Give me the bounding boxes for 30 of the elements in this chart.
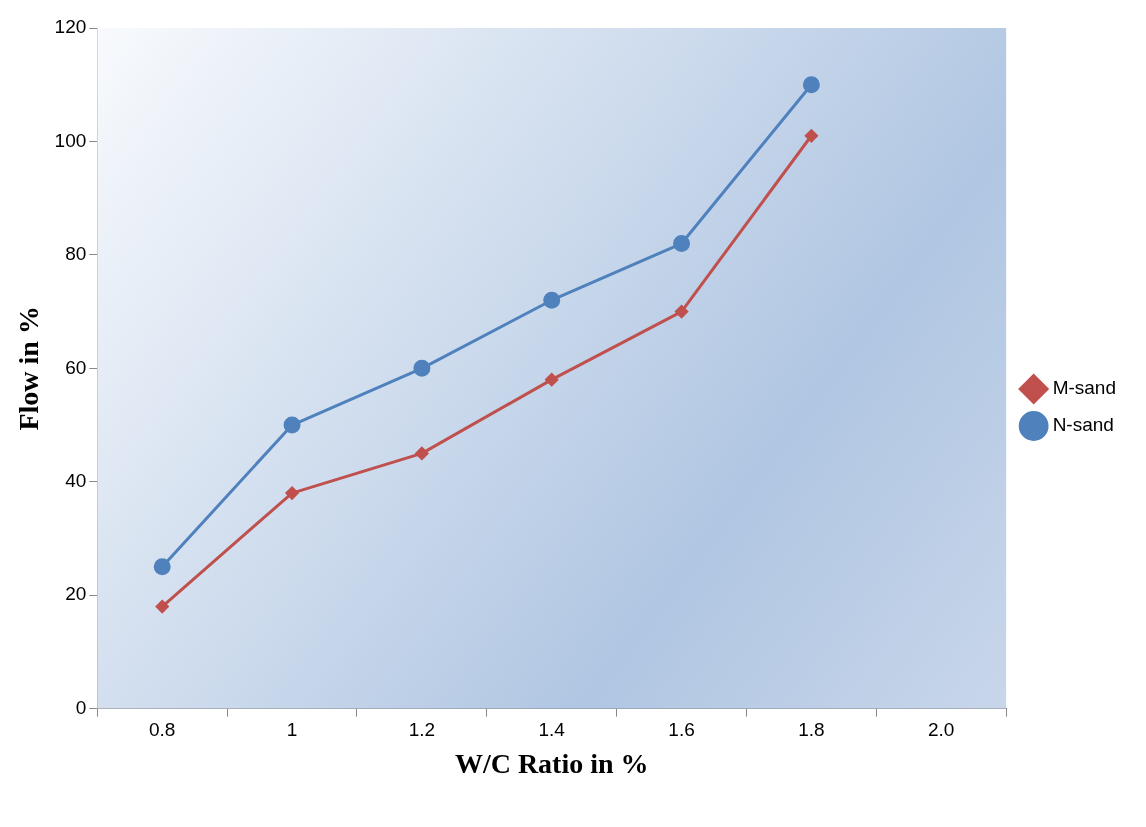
x-axis-title: W/C Ratio in % [454,748,649,780]
legend-label: M-sand [1052,377,1116,399]
y-tick-label: 60 [65,356,87,378]
y-tick-label: 100 [54,129,87,151]
point [673,235,691,253]
point [155,600,169,614]
y-axis-title: Flow in % [13,306,45,431]
point [545,373,559,387]
point [543,291,561,309]
point [283,416,301,434]
x-tick-label: 0.8 [149,719,176,741]
y-tick-label: 0 [75,696,87,718]
point [415,446,429,460]
point [675,305,689,319]
x-tick-label: 1.6 [668,719,695,741]
x-tick-label: 2.0 [928,719,955,741]
y-tick-label: 80 [65,243,87,265]
point [285,486,299,500]
y-tick-label: 20 [65,583,87,605]
x-tick-label: 1.2 [408,719,436,741]
y-tick-label: 40 [65,469,87,491]
point [153,558,171,576]
y-tick-label: 120 [54,16,87,38]
x-tick-label: 1.4 [538,719,566,741]
point [413,359,431,377]
point [802,76,820,94]
point [804,129,818,143]
legend-label: N-sand [1052,414,1114,436]
x-tick-label: 1.8 [798,719,825,741]
x-tick-label: 1 [286,719,298,741]
